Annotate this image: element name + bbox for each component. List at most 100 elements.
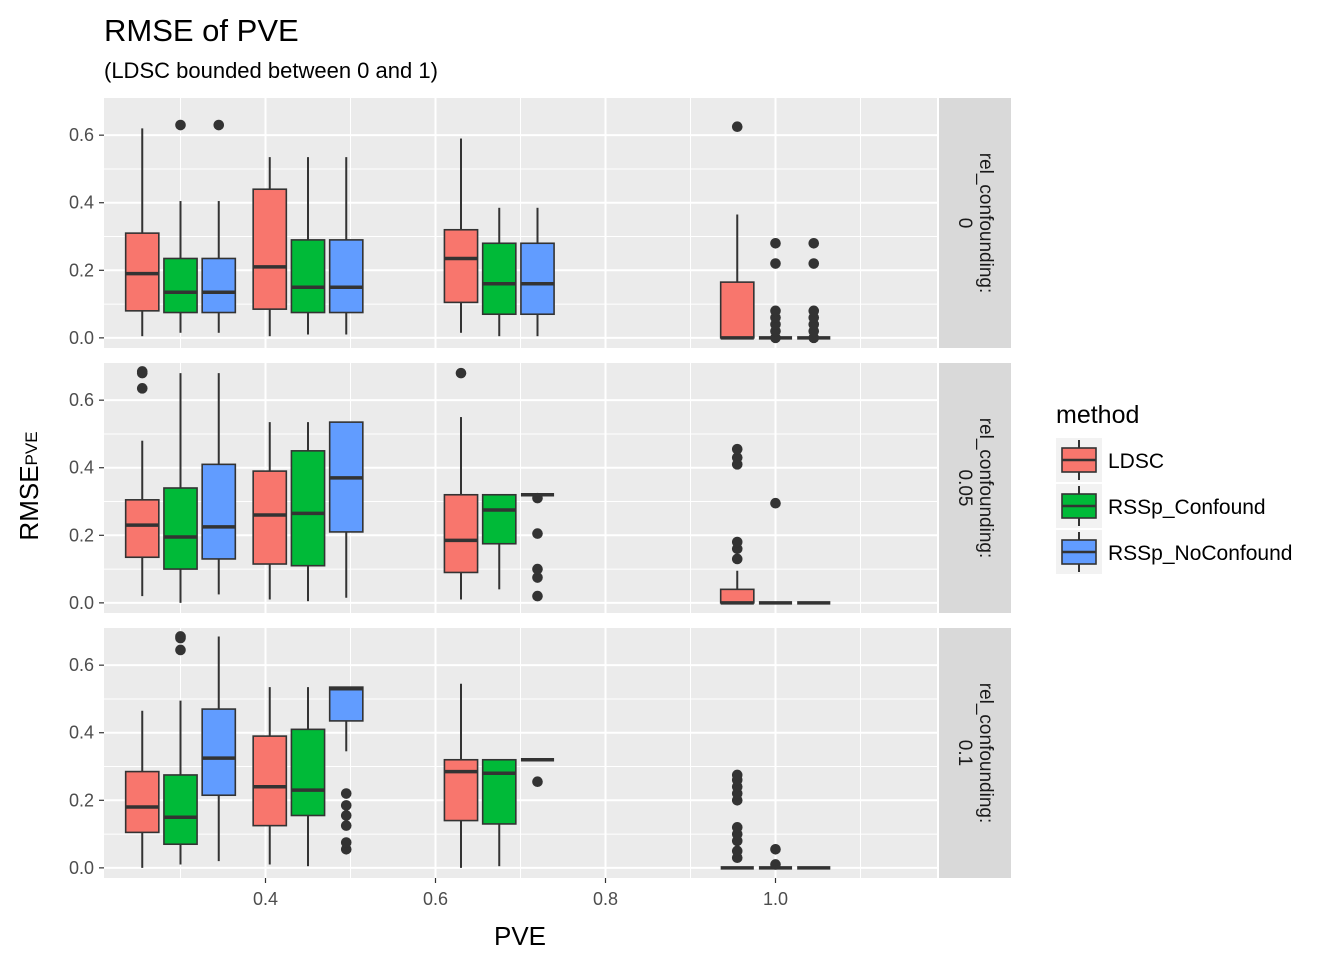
x-tick-label: 0.6 [423,889,448,909]
facet-panel: 0.0 0.2 0.4 0.6 rel_confounding:0 [69,98,1011,348]
boxplot-box [163,631,198,865]
boxplot-box [163,119,198,333]
outlier-point [770,258,781,269]
y-axis-title-main: RMSE [14,465,44,540]
boxplot-box [201,119,237,333]
boxplot-box [201,636,237,862]
outlier-point [808,258,820,269]
box-iqr [290,450,326,567]
outlier-point [175,119,186,131]
outlier-point [213,119,225,131]
boxplot-box [252,422,288,600]
y-tick-label: 0.6 [69,125,94,145]
facet-strip-label-line: rel_confounding: [975,683,996,824]
facet-strip-label: rel_confounding:0 [954,153,996,294]
boxplot-box [290,687,326,867]
box-iqr [719,281,755,339]
y-tick-label: 0.4 [69,193,94,213]
outlier-point [532,528,543,539]
y-tick-label: 0.2 [69,525,94,545]
boxplot-box [163,373,198,603]
outlier-point [532,572,543,583]
legend-label: LDSC [1108,450,1164,473]
facet-strip-label-line: 0 [954,218,975,229]
boxplot-box [124,710,160,868]
legend-label: RSSp_Confound [1108,496,1266,519]
boxplot-box [758,237,793,344]
outlier-point [731,452,743,463]
facet-strip-label: rel_confounding:0.05 [954,418,996,559]
outlier-point [808,305,820,317]
y-tick-label: 0.0 [69,858,94,878]
outlier-point [175,631,186,642]
box-iqr [124,770,160,834]
outlier-point [731,121,743,133]
box-iqr [201,708,237,797]
boxplot-box [520,492,555,602]
y-tick-label: 0.0 [69,328,94,348]
boxplot-box [719,443,755,605]
box-iqr [443,493,479,574]
boxplot-box [481,207,517,337]
outlier-point [770,843,781,855]
facet-strip [939,628,1011,878]
boxplot-box [481,758,517,867]
box-iqr [443,758,479,822]
boxplot-box [758,497,793,605]
boxplot-box [443,367,479,600]
box-iqr [252,470,288,565]
outlier-point [731,845,743,857]
x-axis-title: PVE [494,921,546,951]
box-iqr [163,487,198,570]
outlier-point [340,788,352,799]
outlier-point [731,822,743,833]
box-iqr [328,686,364,722]
facet-strip-label-line: rel_confounding: [975,153,996,294]
y-tick-label: 0.6 [69,390,94,410]
box-iqr [252,188,288,310]
boxplot-box [520,758,555,788]
box-iqr [163,257,198,314]
y-tick-label: 0.6 [69,655,94,675]
legend-items: LDSC RSSp_Confound RSSp_NoConfound [1056,438,1292,574]
boxplot-box [328,686,364,855]
box-iqr [481,493,517,545]
y-tick-label: 0.4 [69,723,94,743]
outlier-point [731,769,743,781]
y-axis-title: RMSEPVE [14,431,44,540]
boxplot-box [758,843,793,870]
outlier-point [731,553,743,565]
legend-item: RSSp_NoConfound [1056,530,1292,574]
box-iqr [481,242,517,316]
y-tick-label: 0.2 [69,260,94,280]
box-iqr [520,242,555,316]
boxplot-box [719,121,755,340]
boxplot-box [124,128,160,337]
outlier-point [770,497,781,509]
legend-title: method [1056,401,1139,429]
outlier-point [770,305,781,317]
outlier-point [808,237,820,249]
outlier-point [532,590,543,602]
outlier-point [731,536,743,548]
outlier-point [340,820,352,831]
x-tick-label: 0.8 [593,889,618,909]
boxplot-box [328,157,364,335]
outlier-point [770,237,781,249]
boxplot-box [481,493,517,590]
outlier-point [532,776,543,788]
legend-item: RSSp_Confound [1056,484,1266,528]
facet-strip-label-line: 0.1 [954,740,975,766]
boxplot-box [520,207,555,337]
outlier-point [175,644,186,656]
outlier-point [731,443,743,455]
boxplot-box [201,373,237,595]
legend-label: RSSp_NoConfound [1108,542,1292,565]
box-iqr [252,735,288,827]
boxplot-box [124,366,160,597]
box-iqr [328,239,364,314]
box-iqr [290,239,326,314]
x-tick-label: 0.4 [253,889,278,909]
chart-title: RMSE of PVE [104,13,299,48]
